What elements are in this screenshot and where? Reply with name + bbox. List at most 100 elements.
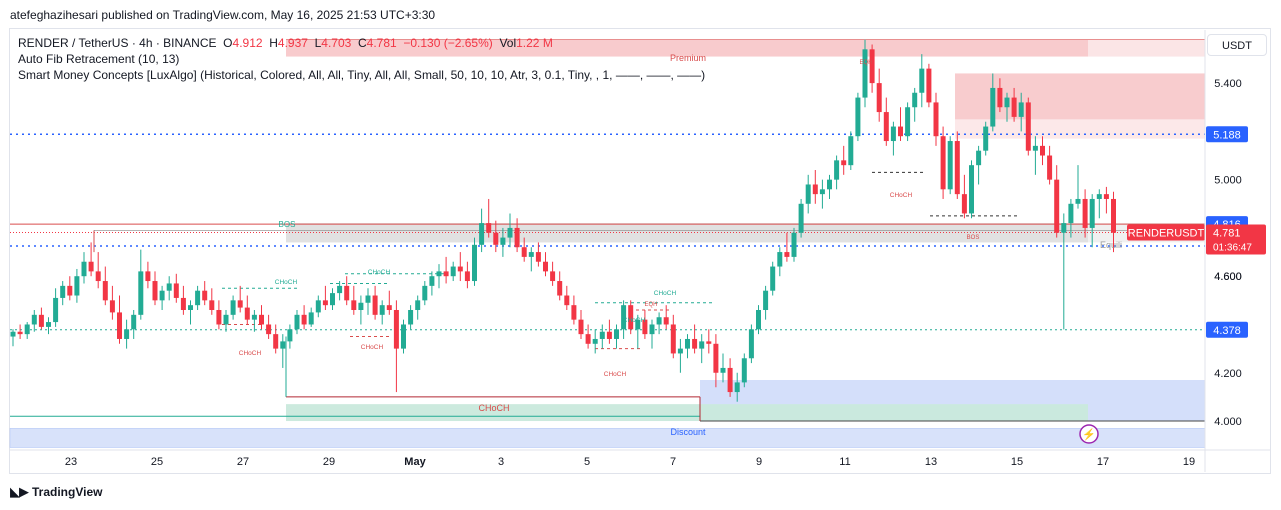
candle-body [827,179,832,190]
volume-label: Vol [499,36,517,50]
candle-body [344,285,350,301]
candle-body [1075,198,1081,204]
candle-body [521,247,527,257]
candle-body [422,285,428,301]
lightning-glyph-icon: ⚡ [1082,428,1096,441]
candle-body [720,367,726,373]
candle-body [1025,102,1031,151]
last-price-value: 4.781 [1213,228,1241,240]
candle-body [905,107,911,137]
candle-body [983,126,989,151]
candle-body [180,297,186,310]
candle-body [53,297,59,323]
currency-button[interactable]: USDT [1207,34,1267,56]
candle-body [848,136,854,166]
premium-label: Premium [670,53,706,63]
choch-label-1: CHoCH [368,269,391,276]
high-value: 4.937 [277,36,308,50]
supply-block [955,73,1205,120]
equilibrium-label: Equili [1100,240,1122,250]
candle-body [592,338,598,344]
countdown-label: 01:36:47 [1213,243,1252,254]
candle-body [784,252,790,257]
candle-body [1096,194,1102,199]
candle-body [237,300,243,308]
candle-body [280,341,286,349]
candle-body [223,314,229,325]
candle-body [976,150,982,166]
candle-body [663,317,669,325]
candle-body [855,97,861,137]
candle-body [812,184,818,195]
price-badge-label: 4.378 [1213,325,1241,337]
indicator-smc[interactable]: Smart Money Concepts [LuxAlgo] (Historic… [18,68,706,82]
candle-body [266,324,272,335]
candle-body [322,300,328,306]
candle-body [585,334,591,344]
candle-body [379,305,385,315]
ohlc-row: RENDER / TetherUS · 4h · BINANCE O4.912 … [18,35,705,51]
candle-body [997,87,1003,108]
candle-body [244,307,250,320]
candle-body [1103,194,1109,199]
choch-label-3: CHoCH [361,344,384,351]
candle-body [401,324,406,349]
x-tick-label: 5 [584,456,590,468]
candle-body [351,300,357,310]
candle-body [315,300,321,313]
candle-body [1068,203,1074,224]
candle-body [273,334,279,349]
last-price-badge [1206,224,1266,255]
candle-body [599,331,605,339]
candle-body [578,319,584,335]
candle-body [109,300,115,313]
candle-body [31,314,37,325]
candle-body [642,319,648,335]
candle-body [486,223,492,233]
candle-body [1089,198,1095,228]
x-tick-label: 9 [756,456,762,468]
candle-body [898,126,903,137]
tradingview-footer: ◣▶ TradingView [10,484,102,500]
candle-body [727,367,733,393]
choch-label-6: CHoCH [890,192,913,199]
candle-body [230,300,236,315]
candle-body [741,358,747,383]
candle-body [656,317,662,325]
y-tick-label: 4.200 [1214,368,1242,380]
candle-body [798,203,804,233]
candle-body [670,324,676,354]
candle-body [805,184,811,204]
premium-zone [286,39,1088,57]
candle-body [1082,198,1088,228]
candle-body [869,49,875,84]
candle-body [117,312,122,339]
x-tick-label: 3 [498,456,504,468]
symbol-label[interactable]: RENDER / TetherUS · 4h · BINANCE [18,36,217,50]
candle-body [10,331,16,337]
candle-body [706,341,712,344]
candle-body [635,319,641,330]
y-tick-label: 5.400 [1214,78,1242,90]
candle-body [74,276,80,296]
indicator-fib[interactable]: Auto Fib Retracement (10, 13) [18,52,180,66]
candle-body [67,285,73,296]
candle-body [365,295,371,303]
candle-body [819,189,825,195]
candle-body [969,165,974,214]
x-tick-label: 13 [925,456,937,468]
candle-body [152,281,158,301]
high-label: H [269,36,278,50]
candle-body [443,271,449,277]
close-value: 4.781 [366,36,397,50]
candle-body [606,331,612,339]
candle-body [173,283,179,298]
chart-frame [9,28,1271,474]
supply-block-outer [955,73,1205,139]
tradingview-logo-icon: ◣▶ [10,484,29,499]
candle-body [550,271,556,282]
candle-body [408,310,414,325]
candle-body [308,312,314,325]
choch-label-7: CHoCH [623,317,646,324]
